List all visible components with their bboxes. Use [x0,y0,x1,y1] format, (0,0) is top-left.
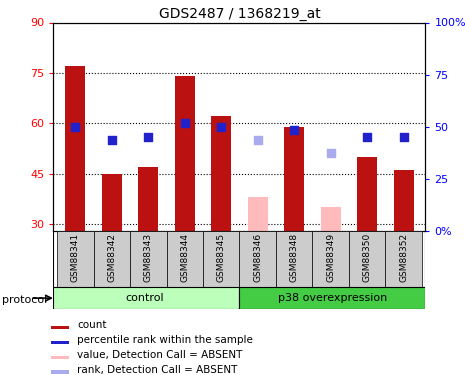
Bar [284,127,304,231]
Text: GSM88345: GSM88345 [217,233,226,282]
Bar [51,356,69,359]
Point [291,127,298,133]
Bar [248,197,268,231]
Text: GSM88350: GSM88350 [363,233,372,282]
Point [254,137,261,143]
Text: GSM88344: GSM88344 [180,233,189,282]
Text: protocol: protocol [2,295,47,305]
Bar [276,231,312,287]
Bar [65,66,86,231]
Bar [349,231,385,287]
Text: count: count [77,321,106,330]
Bar [57,231,93,287]
Text: p38 overexpression: p38 overexpression [278,293,387,303]
Bar [203,231,239,287]
Text: GSM88342: GSM88342 [107,233,116,282]
Bar [393,170,414,231]
Bar [239,231,276,287]
Bar [53,287,239,309]
Bar [175,76,195,231]
Text: GSM88343: GSM88343 [144,233,153,282]
Bar [130,231,166,287]
Point [218,124,225,130]
Text: GSM88348: GSM88348 [290,233,299,282]
Point [400,134,407,140]
Text: rank, Detection Call = ABSENT: rank, Detection Call = ABSENT [77,365,238,375]
Bar [385,231,422,287]
Point [145,134,152,140]
Text: control: control [126,293,164,303]
Bar [357,157,377,231]
Point [72,124,79,130]
Bar [51,326,69,329]
Text: GSM88346: GSM88346 [253,233,262,282]
Point [181,120,188,126]
Point [327,150,334,156]
Title: GDS2487 / 1368219_at: GDS2487 / 1368219_at [159,8,320,21]
Bar [51,340,69,344]
Bar [102,174,122,231]
Bar [312,231,349,287]
Bar [239,287,425,309]
Text: GSM88352: GSM88352 [399,233,408,282]
Bar [211,117,231,231]
Bar [51,370,69,374]
Point [108,137,115,143]
Text: value, Detection Call = ABSENT: value, Detection Call = ABSENT [77,350,243,360]
Bar [166,231,203,287]
Bar [321,207,341,231]
Bar [93,231,130,287]
Bar [138,167,158,231]
Text: GSM88341: GSM88341 [71,233,80,282]
Text: percentile rank within the sample: percentile rank within the sample [77,335,253,345]
Point [364,134,371,140]
Text: GSM88349: GSM88349 [326,233,335,282]
